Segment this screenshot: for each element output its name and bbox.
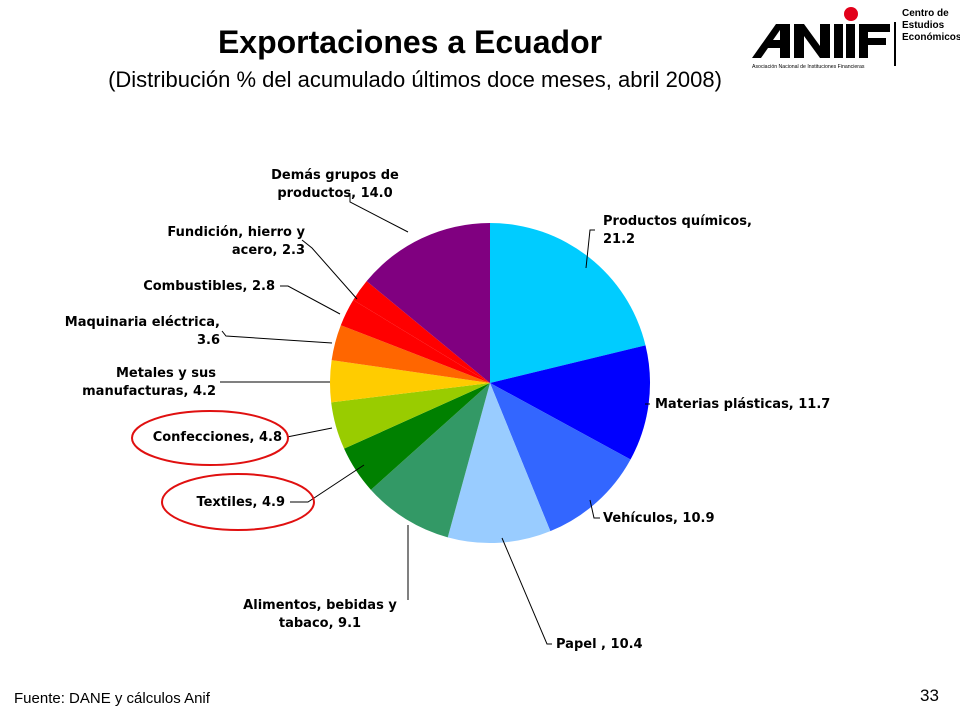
leader-line bbox=[349, 193, 409, 233]
highlight-ellipse bbox=[161, 473, 315, 531]
logo-line-1: Centro de bbox=[902, 8, 949, 19]
source-note: Fuente: DANE y cálculos Anif bbox=[14, 690, 210, 707]
leader-line bbox=[301, 239, 358, 300]
leader-lines bbox=[220, 193, 650, 645]
logo-letter-a bbox=[752, 24, 790, 58]
pie-slice bbox=[353, 281, 490, 383]
highlight-ellipse bbox=[131, 410, 289, 466]
leader-line bbox=[286, 427, 333, 438]
logo-line-2: Estudios bbox=[902, 20, 945, 31]
leader-line bbox=[221, 330, 333, 344]
pie-slice bbox=[340, 299, 490, 383]
page-number: 33 bbox=[920, 686, 939, 705]
slice-label: Papel , 10.4 bbox=[556, 637, 643, 652]
pie-slices bbox=[330, 223, 650, 544]
leader-line bbox=[501, 537, 552, 645]
chart-title: Exportaciones a Ecuador bbox=[217, 24, 603, 60]
slice-label: Metales y sus manufacturas, 4.2 bbox=[82, 366, 216, 399]
logo-letter-n bbox=[794, 24, 830, 58]
slice-label: Vehículos, 10.9 bbox=[603, 511, 715, 526]
logo-letter-f bbox=[859, 24, 890, 58]
slice-label: Productos químicos, 21.2 bbox=[603, 214, 752, 247]
slice-label: Textiles, 4.9 bbox=[196, 495, 285, 510]
slice-labels: Productos químicos, 21.2 Materias plástica… bbox=[65, 168, 831, 652]
slice-label: Maquinaria eléctrica, 3.6 bbox=[65, 315, 220, 348]
pie-slice bbox=[331, 383, 490, 449]
highlight-ellipses bbox=[131, 410, 315, 531]
leader-line bbox=[290, 464, 365, 503]
logo-line-3: Económicos bbox=[902, 32, 960, 43]
pie-slice bbox=[490, 223, 646, 383]
pie-slice bbox=[330, 360, 490, 403]
pie-slice bbox=[447, 383, 551, 544]
logo-dot bbox=[844, 7, 858, 21]
leader-line bbox=[280, 285, 341, 315]
pie-slice bbox=[344, 383, 490, 490]
leader-line bbox=[585, 229, 595, 269]
slice-label: Alimentos, bebidas y tabaco, 9.1 bbox=[243, 598, 397, 631]
slice-label: Confecciones, 4.8 bbox=[153, 430, 282, 445]
logo-tagline: Asociación Nacional de Instituciones Fin… bbox=[752, 64, 865, 70]
slice-label: Combustibles, 2.8 bbox=[143, 279, 275, 294]
pie-slice bbox=[366, 223, 490, 383]
pie-slice bbox=[370, 383, 490, 538]
anif-logo: Centro de Estudios Económicos Asociación… bbox=[752, 7, 960, 70]
slice-label: Fundición, hierro y acero, 2.3 bbox=[167, 225, 305, 258]
pie-slice bbox=[490, 383, 631, 532]
pie-slice bbox=[331, 325, 490, 383]
chart-subtitle: (Distribución % del acumulado últimos do… bbox=[108, 67, 722, 92]
logo-letter-i bbox=[834, 24, 843, 58]
slice-label: Demás grupos de productos, 14.0 bbox=[271, 168, 399, 201]
slice-label: Materias plásticas, 11.7 bbox=[655, 397, 830, 412]
pie-slice bbox=[490, 345, 650, 460]
leader-line bbox=[589, 499, 600, 519]
